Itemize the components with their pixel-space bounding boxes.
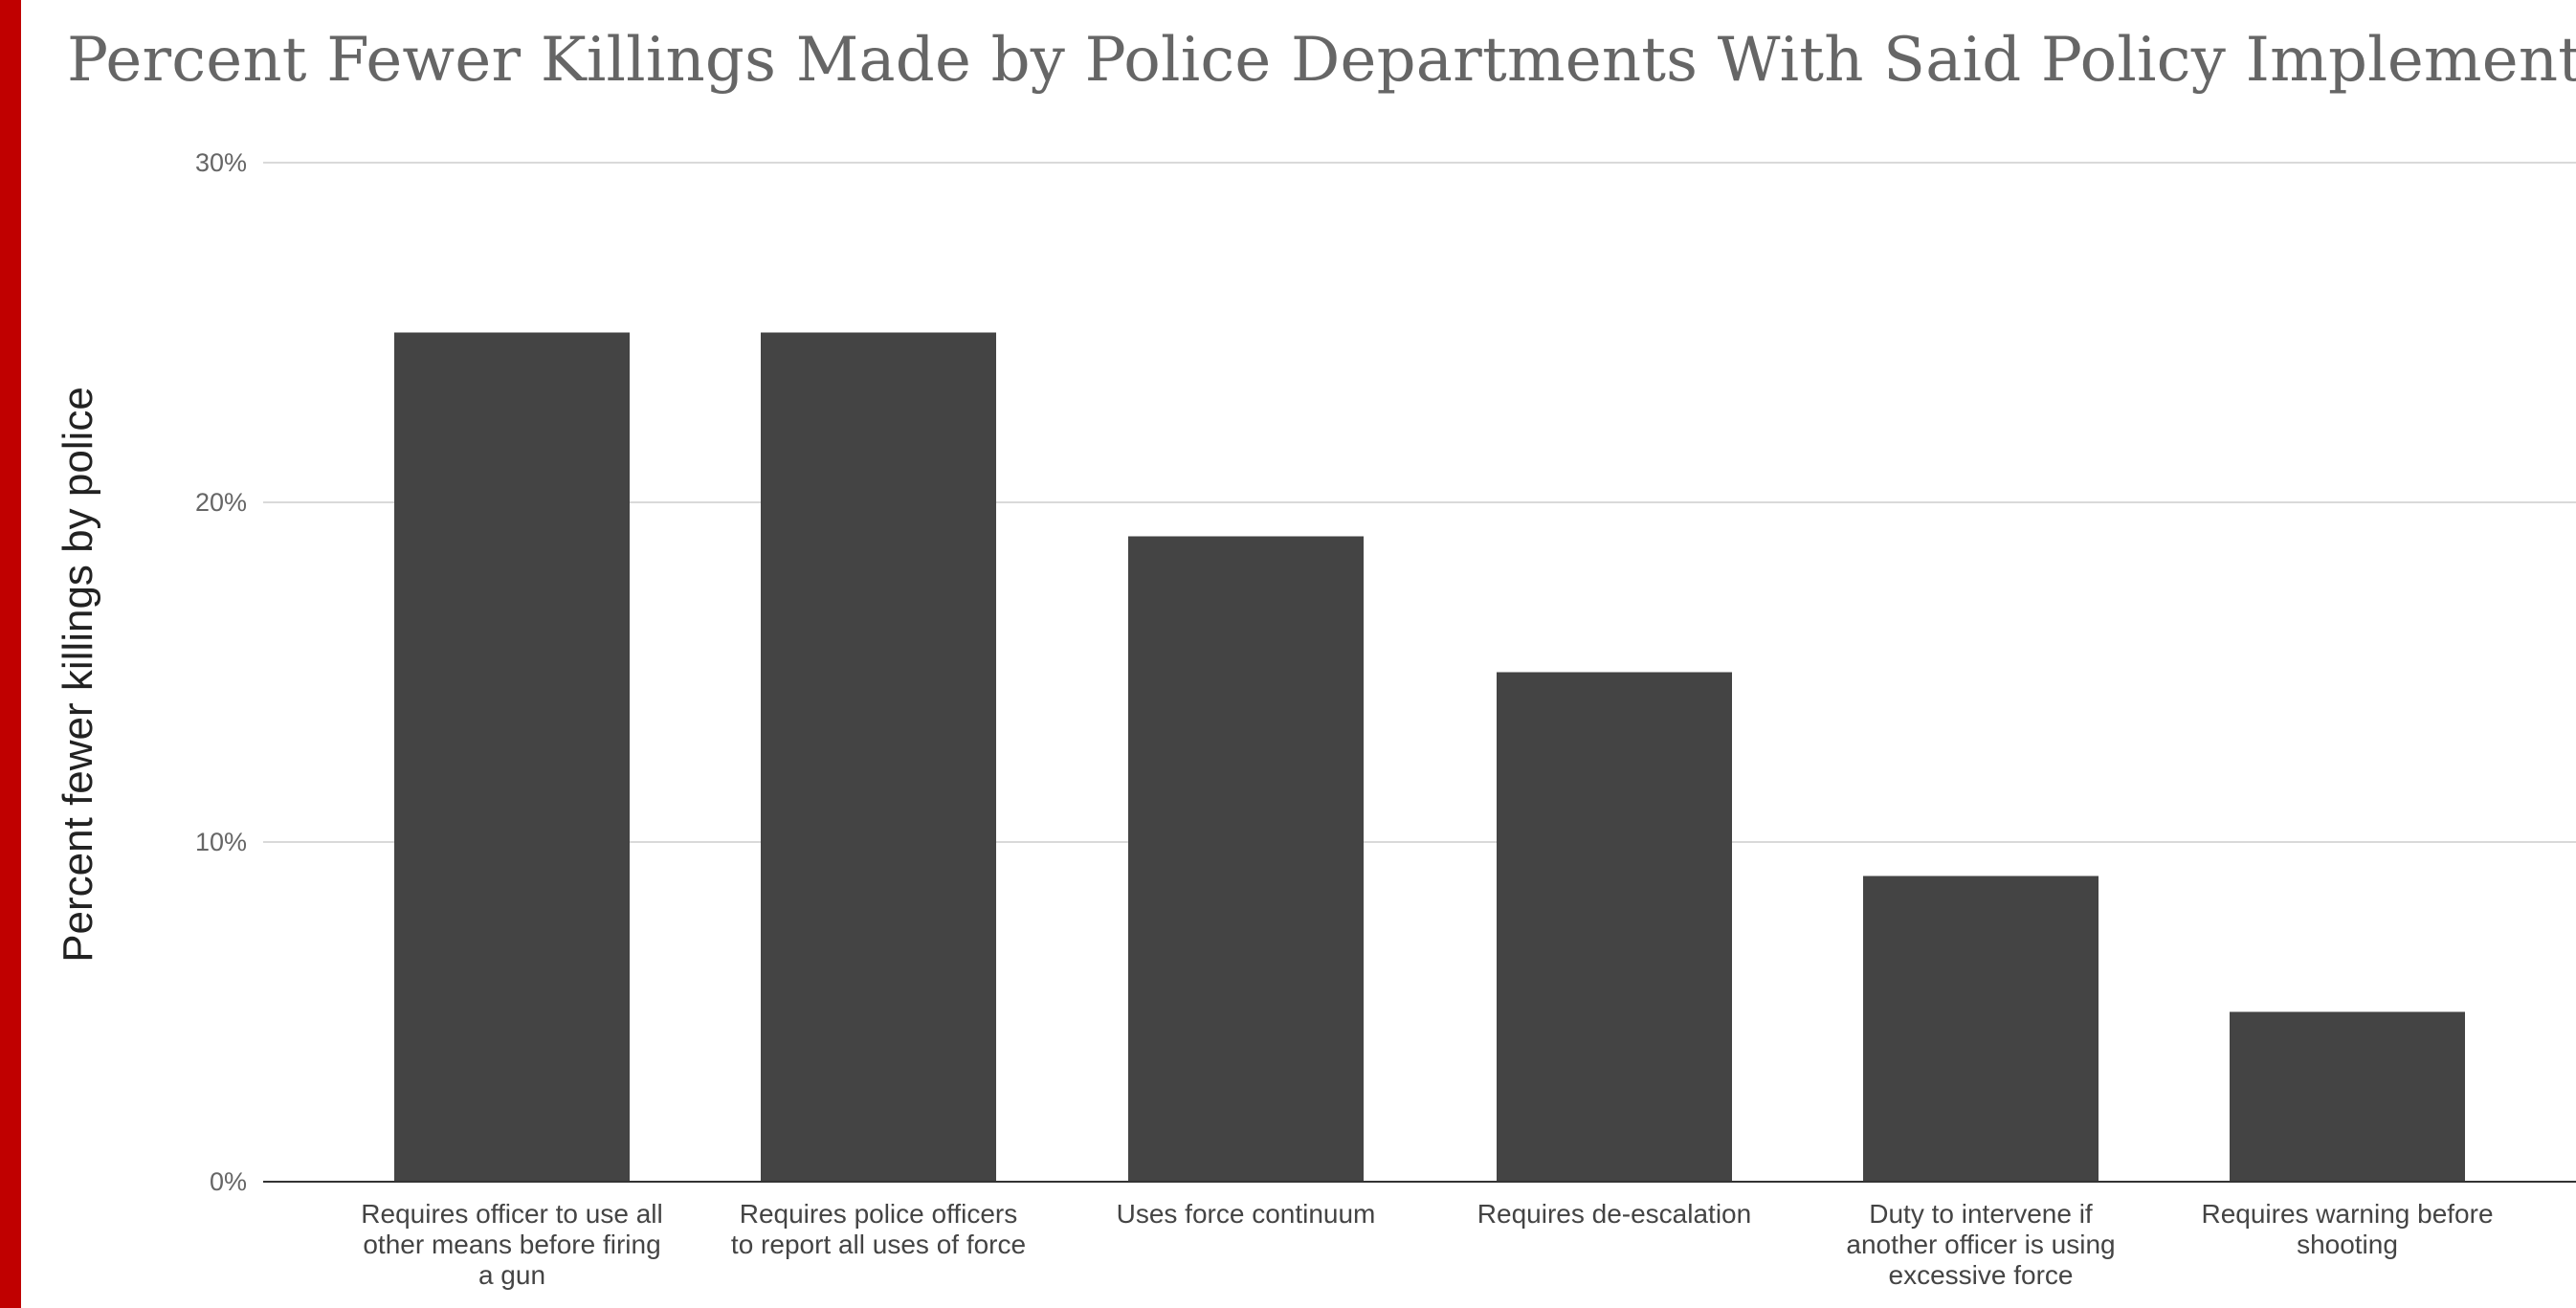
x-tick-label: Uses force continuum — [1117, 1199, 1376, 1229]
y-tick-label: 30% — [195, 148, 247, 177]
bar — [1497, 672, 1732, 1182]
y-tick-label: 10% — [195, 828, 247, 856]
gridlines — [263, 162, 2576, 843]
bars — [394, 332, 2465, 1182]
x-tick-label: Requires officer to use all other means b… — [361, 1199, 662, 1290]
bar — [1128, 536, 1364, 1182]
bar — [394, 332, 630, 1182]
x-tick-label: Requires warning before shooting — [2201, 1199, 2493, 1259]
bar — [1863, 876, 2099, 1182]
y-tick-label: 0% — [210, 1167, 247, 1196]
bar — [761, 332, 996, 1182]
x-tick-label: Requires de-escalation — [1477, 1199, 1751, 1229]
y-tick-label: 20% — [195, 488, 247, 517]
labels: 0% 10% 20% 30% Requires officer to use all ot… — [55, 148, 2494, 1290]
accent-bar — [0, 0, 21, 1308]
x-tick-label: Requires police officers to report all us… — [731, 1199, 1026, 1259]
y-axis-label: Percent fewer killings by police — [55, 387, 101, 963]
bar — [2230, 1011, 2465, 1182]
chart-title: Percent Fewer Killings Made by Police De… — [67, 25, 2576, 96]
x-tick-label: Duty to intervene if another officer is u… — [1846, 1199, 2115, 1290]
